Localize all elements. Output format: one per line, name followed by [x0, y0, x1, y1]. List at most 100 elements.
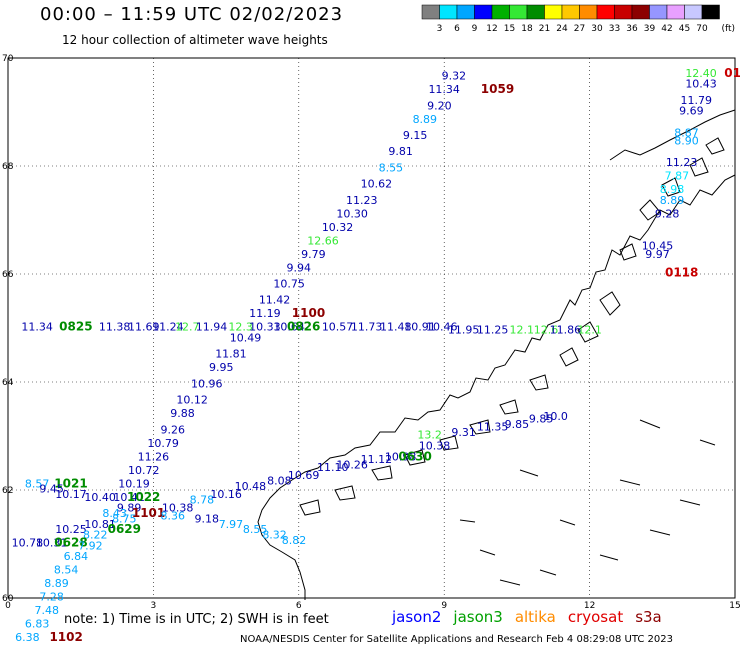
wave-height-value: 11.35	[477, 421, 509, 434]
wave-height-value: 9.45	[39, 483, 64, 496]
wave-height-value: 11.23	[666, 156, 698, 169]
map-subtitle: 12 hour collection of altimeter wave hei…	[62, 33, 328, 47]
wave-height-value: 8.98	[660, 183, 685, 196]
pass-time-label: 0826	[287, 320, 320, 334]
wave-height-value: 9.85	[529, 413, 554, 426]
pass-time-label: 1021	[54, 476, 87, 490]
satellite-altika: altika	[514, 608, 556, 626]
wave-height-value: 11.42	[259, 294, 291, 307]
legend-tick-label: 21	[539, 24, 550, 34]
satellite-cryosat: cryosat	[567, 608, 624, 626]
wave-height-value: 11.23	[346, 194, 378, 207]
wave-height-value: 10.43	[685, 78, 717, 91]
wave-height-value: 9.18	[194, 512, 219, 525]
wave-height-value: 8.08	[267, 475, 292, 488]
legend-tick-label: 39	[644, 24, 656, 34]
wave-height-value: 6.83	[25, 618, 50, 631]
pass-time-label: 1101	[132, 506, 165, 520]
wave-height-value: 10.38	[162, 502, 194, 515]
wave-height-value: 7.92	[78, 539, 103, 552]
pass-time-label: 1059	[481, 82, 514, 96]
wave-height-value: 7.97	[219, 518, 244, 531]
wave-height-value: 11.10	[317, 461, 349, 474]
credit-line: NOAA/NESDIS Center for Satellite Applica…	[240, 634, 673, 645]
satellite-jason3: jason3	[453, 608, 503, 626]
wave-height-value: 10.32	[322, 221, 354, 234]
wave-height-value: 11.73	[351, 321, 383, 334]
wave-height-value: 11.12	[361, 453, 393, 466]
wave-height-value: 10.41	[113, 491, 145, 504]
wave-height-value: 12.40	[685, 67, 717, 80]
wave-height-value: 8.54	[54, 564, 79, 577]
wave-height-value: 11.48	[380, 321, 412, 334]
legend-tick-label: 15	[504, 24, 515, 34]
wave-height-value: 11.34	[428, 83, 460, 96]
legend-swatch	[684, 4, 703, 20]
wave-height-value: 10.12	[176, 394, 208, 407]
wave-height-value: 11.34	[21, 321, 53, 334]
wave-height-value: 13.2	[417, 429, 442, 442]
axis-tick-labels: 0 3 6 9 12 15 60 62 64 66 68 70	[2, 54, 740, 611]
wave-height-value: 9.85	[505, 418, 530, 431]
wave-height-value: 8.78	[190, 494, 215, 507]
legend-swatch	[614, 4, 633, 20]
wave-height-value: 10.25	[55, 523, 87, 536]
wave-height-value: 10.64	[273, 321, 305, 334]
legend-swatch	[544, 4, 563, 20]
y-tick-label: 66	[2, 270, 14, 280]
wave-height-value: 11.79	[680, 94, 712, 107]
wave-height-value: 12.1	[577, 323, 602, 336]
wave-height-value: 10.79	[147, 437, 179, 450]
wave-height-value: 9.15	[403, 129, 428, 142]
coastline	[257, 109, 736, 600]
y-tick-label: 68	[2, 162, 14, 172]
wave-height-value: 10.78	[12, 537, 44, 550]
wave-height-value: 10.98	[385, 450, 417, 463]
wave-height-value: 9.94	[287, 261, 312, 274]
legend-tick-label: 42	[661, 24, 672, 34]
pass-time-label: 1100	[292, 306, 325, 320]
x-tick-label: 12	[584, 601, 595, 611]
x-tick-label: 6	[296, 601, 302, 611]
wave-height-value: 10.81	[84, 518, 116, 531]
wave-height-value: 9.95	[209, 361, 234, 374]
pass-time-label: 0630	[398, 449, 431, 463]
wave-height-value: 8.82	[282, 534, 307, 547]
pass-time-label: 0825	[59, 320, 92, 334]
wave-height-value: 8.36	[161, 510, 186, 523]
wave-height-value: 12.1	[509, 323, 534, 336]
wave-height-value: 10.75	[273, 278, 305, 291]
lat-lon-grid	[7, 57, 736, 599]
wave-height-value: 10.57	[322, 321, 354, 334]
wave-height-value: 9.89	[117, 502, 142, 515]
pass-time-label: 1022	[127, 490, 160, 504]
wave-height-value: 11.81	[215, 348, 247, 361]
wave-height-value: 10.31	[36, 537, 68, 550]
pass-time-label: 01	[724, 66, 740, 80]
wave-height-value: 10.46	[426, 321, 458, 334]
x-tick-label: 15	[729, 601, 740, 611]
wave-height-value: 11.95	[448, 323, 480, 336]
legend-swatch	[631, 4, 650, 20]
wave-height-value: 11.26	[138, 450, 170, 463]
wave-height-value: 8.89	[44, 577, 69, 590]
legend-tick-label: 18	[521, 24, 533, 34]
wave-height-value: 6.38	[15, 631, 40, 644]
legend-tick-label: 6	[454, 24, 460, 34]
wave-height-value: 9.79	[301, 248, 326, 261]
wave-height-value: 10.17	[55, 488, 87, 501]
satellite-jason2: jason2	[392, 608, 442, 626]
wave-height-value: 12.6	[534, 323, 559, 336]
wave-height-value: 10.0	[543, 410, 568, 423]
wave-height-value: 7.48	[35, 604, 60, 617]
wave-height-value: 10.48	[235, 480, 267, 493]
wave-height-value: 10.26	[336, 458, 368, 471]
wave-height-value: 8.75	[112, 512, 137, 525]
wave-height-value: 11.94	[196, 321, 228, 334]
wave-height-value: 8.55	[243, 523, 268, 536]
legend-swatch	[666, 4, 685, 20]
wave-height-value: 7.87	[665, 170, 690, 183]
y-tick-label: 70	[2, 54, 14, 64]
